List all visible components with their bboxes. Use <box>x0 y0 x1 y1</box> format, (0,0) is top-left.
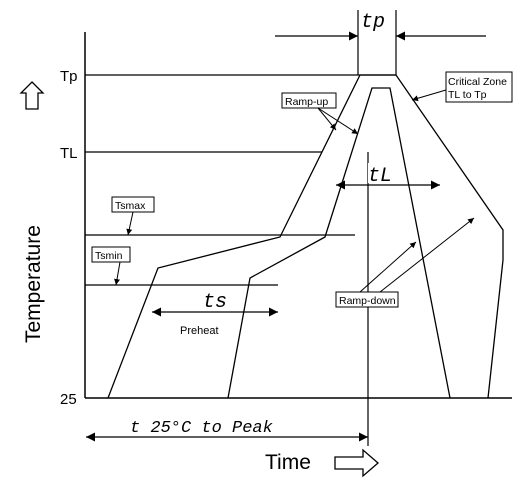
inner-profile-curve <box>227 87 451 399</box>
ts-dimension-label: ts <box>203 291 227 314</box>
tl-dimension-label: tL <box>368 165 392 188</box>
tick-label-tp: Tp <box>60 68 78 85</box>
x-axis-title: Time <box>265 451 311 474</box>
tsmin-pointer <box>114 261 121 286</box>
critical-zone-label-line1: Critical Zone <box>448 76 507 88</box>
ramp-down-pointer-b <box>379 217 475 293</box>
critical-zone-label-box <box>445 71 513 103</box>
outer-profile-curve <box>107 74 504 399</box>
critical-zone-pointer <box>411 89 447 102</box>
ramp-up-label: Ramp-up <box>285 96 328 108</box>
tsmax-pointer <box>126 211 134 236</box>
tick-label-tl: TL <box>60 145 78 162</box>
ramp-down-label-box <box>335 291 399 308</box>
ramp-down-label: Ramp-down <box>339 295 396 307</box>
tick-label-25: 25 <box>60 391 77 408</box>
tsmin-label: Tsmin <box>95 250 123 262</box>
y-axis-up-arrow-icon <box>19 81 45 110</box>
tp-dimension-label: tp <box>361 11 385 34</box>
ramp-up-label-box <box>281 92 337 109</box>
ramp-down-pointer-a <box>359 241 417 293</box>
ramp-up-pointer-a <box>317 107 337 131</box>
tsmax-label: Tsmax <box>115 200 146 212</box>
ramp-up-pointer-b <box>317 107 359 135</box>
y-axis-title: Temperature <box>22 225 45 343</box>
critical-zone-label-line2: TL to Tp <box>448 89 487 101</box>
preheat-label: Preheat <box>180 325 219 337</box>
x-axis-right-arrow-icon <box>334 448 379 478</box>
tsmin-label-box <box>91 246 131 263</box>
tl-label-backdrop <box>368 163 392 183</box>
peak-time-label: t 25°C to Peak <box>130 419 274 438</box>
